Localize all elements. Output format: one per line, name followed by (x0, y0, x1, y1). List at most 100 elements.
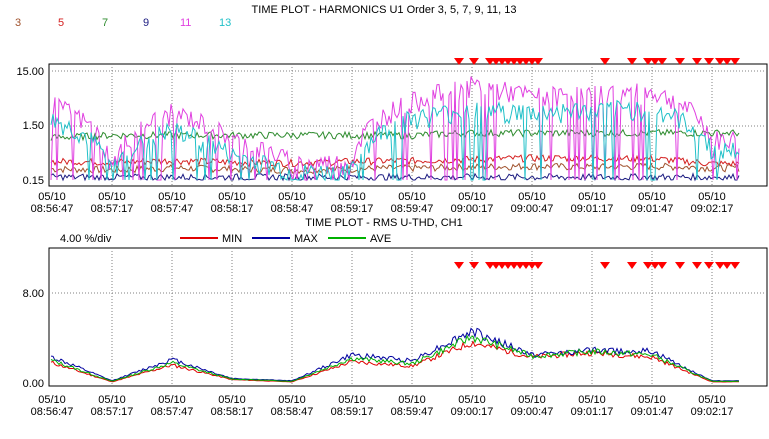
xtick-date: 05/10 (398, 394, 426, 406)
event-marker (675, 58, 685, 65)
xtick-time: 08:58:47 (271, 406, 314, 418)
bottom-ytick-min: 0.00 (23, 378, 44, 390)
xtick-time: 09:00:47 (511, 203, 554, 215)
xtick-date: 05/10 (158, 191, 186, 203)
event-marker (675, 262, 685, 269)
legend-h5: 5 (58, 17, 64, 29)
event-marker (730, 262, 740, 269)
bottom-plot-grid (49, 248, 767, 386)
bottom-xaxis-ticks: 05/1008:56:4705/1008:57:1705/1008:57:470… (31, 394, 734, 418)
xtick-date: 05/10 (458, 191, 486, 203)
event-marker (627, 262, 637, 269)
event-marker (643, 58, 653, 65)
bottom-plot-series (50, 327, 740, 383)
xtick-date: 05/10 (218, 191, 246, 203)
xtick-time: 08:57:17 (91, 406, 134, 418)
xtick-date: 05/10 (278, 394, 306, 406)
xtick-date: 05/10 (578, 394, 606, 406)
legend-h3: 3 (15, 17, 21, 29)
xtick-time: 09:00:17 (451, 203, 494, 215)
xtick-date: 05/10 (98, 394, 126, 406)
event-marker (704, 58, 714, 65)
xtick-time: 09:01:17 (571, 406, 614, 418)
event-marker (533, 58, 543, 65)
event-marker (533, 262, 543, 269)
event-marker (715, 58, 725, 65)
event-marker (454, 58, 464, 65)
event-marker (692, 262, 702, 269)
event-marker (454, 262, 464, 269)
event-marker (657, 262, 667, 269)
event-marker (657, 58, 667, 65)
bottom-plot-area (48, 247, 768, 387)
top-plot-series (50, 76, 740, 182)
thd-ave-line (50, 334, 740, 383)
event-marker (643, 262, 653, 269)
bottom-plot-legend: MIN MAX AVE (180, 233, 391, 245)
event-marker (722, 58, 732, 65)
xtick-time: 08:59:17 (331, 406, 374, 418)
xtick-date: 05/10 (38, 394, 66, 406)
harmonic-9-line (50, 172, 740, 182)
xtick-time: 08:58:17 (211, 203, 254, 215)
xtick-time: 09:01:47 (631, 406, 674, 418)
harmonic-11-line (50, 76, 740, 181)
xtick-time: 09:00:47 (511, 406, 554, 418)
xtick-time: 08:58:17 (211, 406, 254, 418)
top-ytick-min: 0.15 (23, 175, 44, 187)
legend-h7: 7 (102, 17, 108, 29)
event-marker (627, 58, 637, 65)
top-ytick-mid: 1.50 (23, 120, 44, 132)
top-plot-grid (49, 64, 767, 186)
legend-min: MIN (222, 233, 242, 245)
xtick-date: 05/10 (698, 394, 726, 406)
harmonic-13-line (50, 99, 740, 182)
xtick-time: 09:02:17 (691, 406, 734, 418)
event-marker (469, 58, 479, 65)
event-marker (650, 262, 660, 269)
bottom-ytick-max: 8.00 (23, 288, 44, 300)
event-marker (600, 58, 610, 65)
xtick-time: 08:57:17 (91, 203, 134, 215)
harmonic-5-line (50, 153, 740, 168)
event-marker (730, 58, 740, 65)
xtick-time: 08:57:47 (151, 203, 194, 215)
top-plot-title: TIME PLOT - HARMONICS U1 Order 3, 5, 7, … (252, 4, 517, 16)
xtick-date: 05/10 (578, 191, 606, 203)
bottom-scale-label: 4.00 %/div (60, 233, 112, 245)
top-xaxis-ticks: 05/1008:56:4705/1008:57:1705/1008:57:470… (31, 191, 734, 215)
xtick-date: 05/10 (338, 394, 366, 406)
top-plot-legend: 3 5 7 9 11 13 (15, 17, 231, 29)
event-marker (715, 262, 725, 269)
xtick-date: 05/10 (218, 394, 246, 406)
xtick-time: 09:01:47 (631, 203, 674, 215)
xtick-time: 08:56:47 (31, 406, 74, 418)
xtick-date: 05/10 (698, 191, 726, 203)
xtick-time: 08:58:47 (271, 203, 314, 215)
xtick-date: 05/10 (98, 191, 126, 203)
harmonic-3-line (50, 162, 740, 175)
bottom-event-markers (454, 262, 740, 269)
xtick-date: 05/10 (38, 191, 66, 203)
xtick-time: 08:59:47 (391, 406, 434, 418)
xtick-date: 05/10 (518, 394, 546, 406)
xtick-date: 05/10 (338, 191, 366, 203)
legend-max: MAX (294, 233, 319, 245)
xtick-time: 08:59:17 (331, 203, 374, 215)
xtick-date: 05/10 (398, 191, 426, 203)
xtick-date: 05/10 (638, 394, 666, 406)
xtick-time: 08:57:47 (151, 406, 194, 418)
event-marker (650, 58, 660, 65)
xtick-date: 05/10 (158, 394, 186, 406)
event-marker (469, 262, 479, 269)
xtick-time: 09:00:17 (451, 406, 494, 418)
xtick-date: 05/10 (638, 191, 666, 203)
top-ytick-max: 15.00 (16, 66, 44, 78)
thd-max-line (50, 327, 740, 382)
legend-h11: 11 (180, 17, 191, 29)
event-marker (692, 58, 702, 65)
legend-h13: 13 (219, 17, 231, 29)
event-marker (600, 262, 610, 269)
